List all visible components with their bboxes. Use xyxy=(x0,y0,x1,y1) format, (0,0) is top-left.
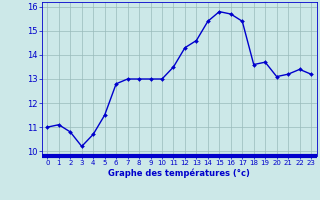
X-axis label: Graphe des températures (°c): Graphe des températures (°c) xyxy=(108,169,250,178)
